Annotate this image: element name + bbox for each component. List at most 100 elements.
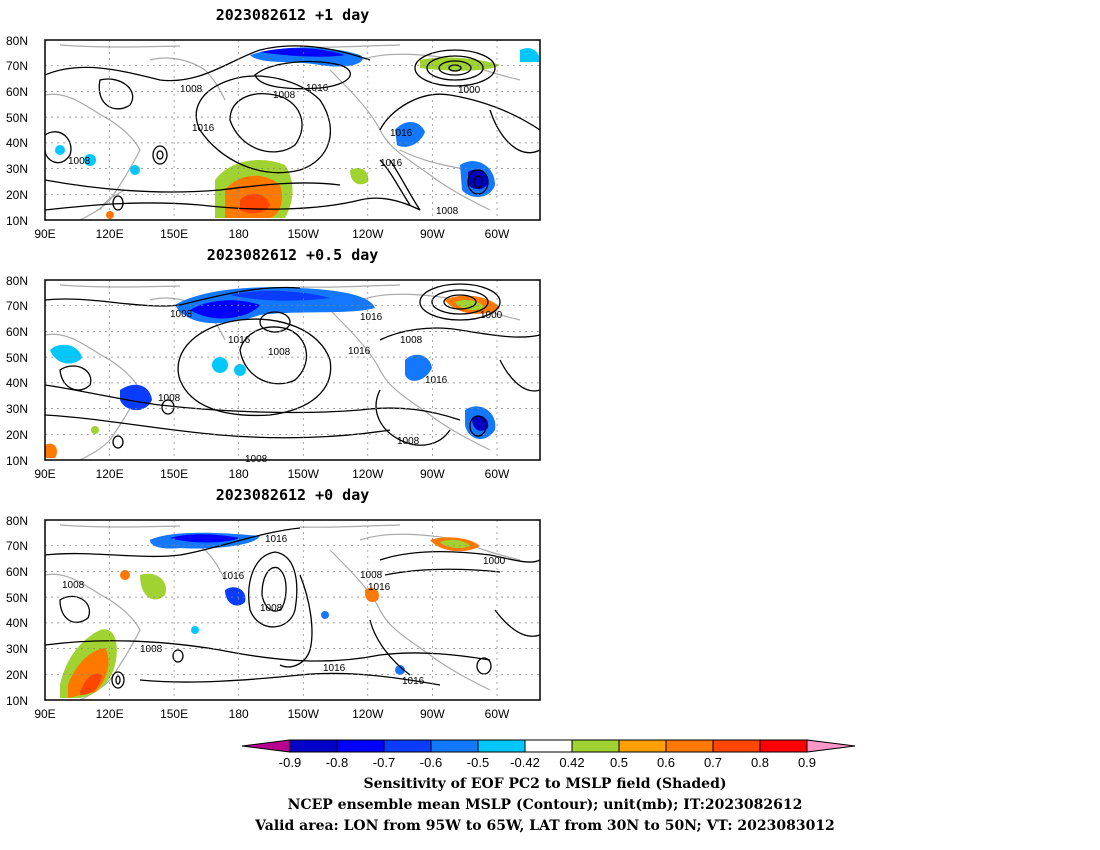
map-panel-1: 1008 1008 1016 1008 1016 1000 1016 1016 … [6,34,541,241]
colorbar-swatch [618,739,667,753]
axis-ticks: 80N 70N 60N 50N 40N 30N 20N 10N 90E 120E… [6,274,510,481]
colorbar-label: 0.42 [559,755,584,770]
lat-label: 50N [6,111,28,125]
colorbar: -0.9 -0.8 -0.7 -0.6 -0.5 -0.42 0.42 0.5 0.6 0.7 0.… [241,739,856,770]
lon-label: 150W [288,227,320,241]
panel-title-1: 2023082612 +1 day [215,6,370,24]
contour-label: 1016 [323,663,346,674]
contour-label: 1008 [260,603,283,614]
colorbar-swatch [430,739,479,753]
axis-ticks: 80N 70N 60N 50N 40N 30N 20N 10N 90E 120E… [6,514,510,721]
lat-label: 40N [6,136,28,150]
colorbar-labels: -0.9 -0.8 -0.7 -0.6 -0.5 -0.42 0.42 0.5 0.6 0.7 0.… [279,755,816,770]
colorbar-swatch [383,739,432,753]
colorbar-label: 0.5 [610,755,628,770]
colorbar-swatch [241,739,291,753]
lon-label: 180 [229,467,249,481]
lat-label: 70N [6,59,28,73]
panel-title-3: 2023082612 +0 day [215,486,370,504]
lat-label: 60N [6,325,28,339]
colorbar-swatch [289,739,338,753]
lon-label: 150W [288,467,320,481]
lat-label: 40N [6,376,28,390]
mslp-contours [44,45,541,211]
contour-label: 1016 [348,346,371,357]
panel-title-2: 2023082612 +0.5 day [206,246,379,264]
contour-label: 1008 [397,436,420,447]
lat-label: 10N [6,214,28,228]
gridlines [45,40,540,220]
caption-line-1: Sensitivity of EOF PC2 to MSLP field (Sh… [363,776,727,792]
contour-label: 1008 [400,335,423,346]
colorbar-label: -0.6 [420,755,442,770]
lat-label: 20N [6,428,28,442]
colorbar-label: 0.6 [657,755,675,770]
colorbar-swatch [806,739,856,753]
lon-label: 90E [34,467,55,481]
colorbar-swatch [571,739,620,753]
lon-label: 120E [96,467,124,481]
lat-label: 50N [6,351,28,365]
lon-label: 120E [96,707,124,721]
lon-label: 60W [485,707,510,721]
lon-label: 120E [96,227,124,241]
sensitivity-shading [55,47,540,219]
contour-label: 1016 [390,128,413,139]
contour-label: 1000 [483,556,506,567]
colorbar-swatch [665,739,714,753]
lat-label: 80N [6,274,28,288]
contour-label: 1008 [68,156,91,167]
lat-label: 30N [6,402,28,416]
lon-label: 150W [288,707,320,721]
contour-label: 1016 [402,676,425,687]
contour-label: 1008 [436,206,459,217]
lon-label: 150E [160,227,188,241]
contour-label: 1008 [273,90,296,101]
map-frame [44,39,541,221]
contour-label: 1008 [268,347,291,358]
colorbar-swatch [712,739,761,753]
contour-label: 1008 [170,309,193,320]
lon-label: 90E [34,707,55,721]
contour-label: 1016 [425,375,448,386]
lon-label: 150E [160,467,188,481]
colorbar-label: -0.5 [467,755,489,770]
colorbar-label: 0.8 [751,755,769,770]
colorbar-swatch [524,739,573,753]
lon-label: 60W [485,467,510,481]
map-frame [44,519,541,701]
contour-label: 1008 [158,393,181,404]
gridlines [45,280,540,460]
lon-label: 120W [352,707,384,721]
lat-label: 80N [6,34,28,48]
lon-label: 120W [352,227,384,241]
contour-label: 1016 [192,123,215,134]
contour-label: 1000 [480,310,503,321]
lat-label: 20N [6,668,28,682]
sensitivity-shading [60,532,480,698]
lon-label: 60W [485,227,510,241]
contour-label: 1016 [265,534,288,545]
contour-label: 1016 [380,158,403,169]
contour-label: 1016 [368,582,391,593]
axis-ticks: 80N 70N 60N 50N 40N 30N 20N 10N 90E 120E… [6,34,510,241]
colorbar-label: -0.9 [279,755,301,770]
lon-label: 90E [34,227,55,241]
lat-label: 20N [6,188,28,202]
lon-label: 180 [229,227,249,241]
contour-label: 1000 [458,85,481,96]
lon-label: 90W [420,707,445,721]
colorbar-swatches [241,739,856,753]
contour-label: 1016 [360,312,383,323]
lon-label: 90W [420,467,445,481]
caption-line-2: NCEP ensemble mean MSLP (Contour); unit(… [287,797,803,813]
lat-label: 80N [6,514,28,528]
colorbar-swatch [759,739,808,753]
lat-label: 10N [6,694,28,708]
lat-label: 60N [6,85,28,99]
colorbar-label: 0.9 [798,755,816,770]
contour-label: 1008 [360,570,383,581]
map-panel-2: 1008 1016 1008 1016 1016 1000 1008 1008 … [6,274,541,481]
colorbar-label: -0.8 [326,755,348,770]
lat-label: 70N [6,299,28,313]
